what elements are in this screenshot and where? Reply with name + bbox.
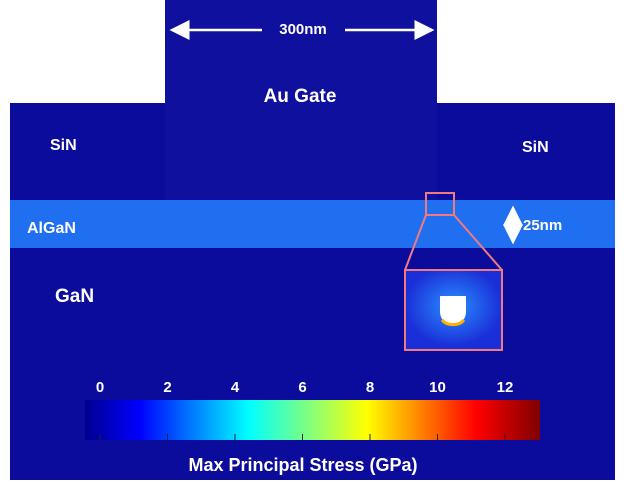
colorbar-tick-label: 2 bbox=[163, 379, 171, 396]
figure: 300nm Au Gate SiN SiN AlGaN GaN 25nm Max… bbox=[0, 0, 626, 490]
colorbar-tick-label: 4 bbox=[231, 379, 240, 396]
thickness-label: 25nm bbox=[523, 217, 562, 234]
layer-label: SiN bbox=[50, 137, 77, 154]
layer-label: GaN bbox=[55, 286, 94, 307]
colorbar-title: Max Principal Stress (GPa) bbox=[188, 455, 417, 475]
colorbar-tick-label: 8 bbox=[366, 379, 374, 396]
colorbar bbox=[85, 400, 540, 440]
width-label: 300nm bbox=[279, 21, 327, 38]
colorbar-tick-label: 0 bbox=[96, 379, 104, 396]
gate-label: Au Gate bbox=[264, 86, 337, 107]
colorbar-tick-label: 12 bbox=[497, 379, 514, 396]
colorbar-tick-label: 10 bbox=[429, 379, 446, 396]
layer-label: AlGaN bbox=[27, 220, 76, 237]
page: {"header": {"width_label": "300nm", "gat… bbox=[0, 0, 626, 490]
layer-label: SiN bbox=[522, 139, 549, 156]
colorbar-tick-label: 6 bbox=[298, 379, 306, 396]
